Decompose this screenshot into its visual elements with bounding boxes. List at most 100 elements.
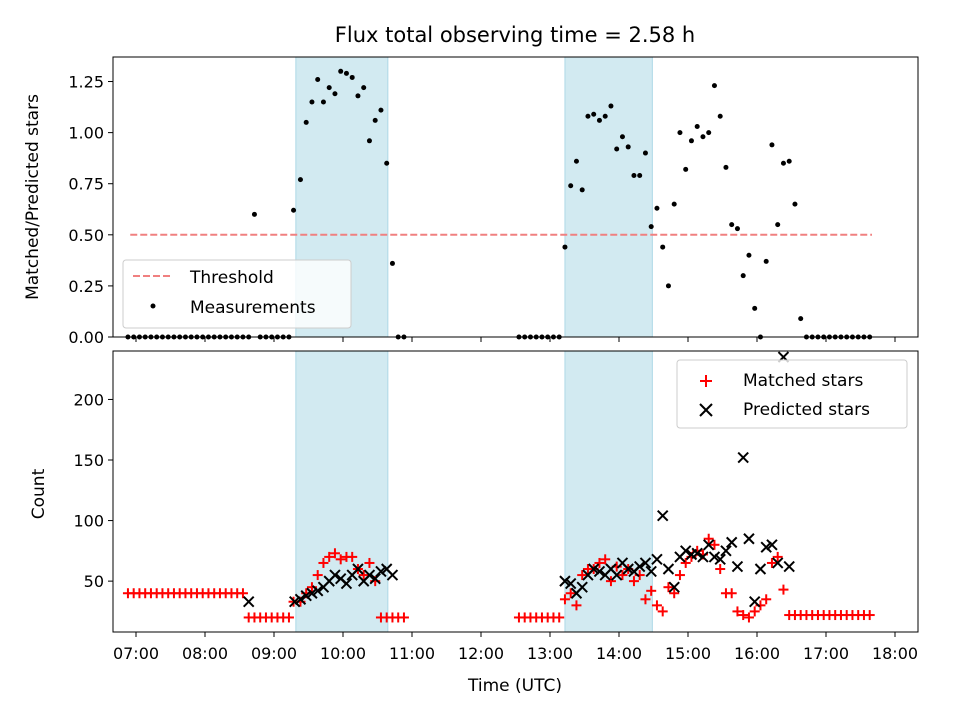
count-x-axis-label: Time (UTC): [467, 676, 562, 696]
measurement-point: [625, 144, 631, 150]
matched-star-point: [715, 564, 726, 575]
predicted-star-point: [576, 581, 588, 593]
predicted-star-stroke-b: [386, 569, 399, 581]
predicted-star-point: [375, 565, 387, 578]
shaded-region-2: [564, 56, 653, 338]
predicted-star-point: [714, 553, 726, 566]
predicted-star-stroke-b: [380, 563, 393, 575]
measurement-point: [332, 91, 338, 97]
measurement-point: [389, 260, 395, 266]
predicted-star-stroke-b: [697, 551, 709, 563]
predicted-star-point: [743, 533, 755, 545]
matched-star-point: [663, 582, 674, 593]
measurement-point: [694, 123, 700, 129]
measurement-point: [769, 142, 775, 148]
measurement-point: [372, 117, 378, 123]
count-axes: 50 100 150 200 07:00 08:00 09:00 10:00 11:00 12:…: [29, 350, 919, 696]
matched-star-point: [772, 551, 783, 562]
predicted-star-point: [702, 539, 715, 551]
predicted-star-point: [369, 572, 381, 585]
measurements-legend-label: Measurements: [190, 298, 316, 318]
predicted-star-stroke-b: [662, 563, 675, 575]
predicted-star-stroke-b: [743, 533, 755, 545]
matched-star-point: [864, 610, 875, 621]
matched-star-point: [364, 557, 375, 568]
predicted-star-point: [725, 536, 738, 549]
measurement-point: [573, 158, 579, 164]
predicted-star-stroke-b: [329, 569, 341, 581]
matched-star-point: [312, 570, 323, 581]
ratio-y-tick-label: 1.25: [68, 73, 104, 92]
matched-star-point: [778, 584, 789, 595]
count-y-axis-label: Count: [29, 468, 49, 519]
count-x-tick-label: 14:00: [596, 644, 642, 663]
measurement-point: [677, 130, 683, 136]
predicted-star-point: [294, 593, 307, 606]
matched-star-point: [766, 557, 777, 568]
predicted-star-point: [731, 560, 744, 573]
measurement-point: [792, 201, 798, 207]
predicted-star-point: [311, 585, 324, 597]
matched-star-point: [761, 594, 772, 605]
shaded-region-2: [564, 350, 653, 633]
predicted-star-stroke-b: [708, 551, 721, 563]
matched-star-point: [651, 600, 662, 611]
matched-star-point: [703, 533, 714, 544]
predicted-star-stroke-b: [720, 545, 732, 557]
predicted-star-stroke-b: [645, 565, 657, 578]
measurement-point: [665, 283, 671, 289]
measurement-point: [251, 211, 257, 217]
count-x-tick-label: 16:00: [734, 644, 780, 663]
matched-star-point: [743, 612, 754, 623]
measurement-point: [648, 224, 654, 230]
predicted-star-stroke-b: [760, 541, 772, 553]
predicted-star-point: [340, 577, 353, 590]
measurement-point: [631, 173, 637, 179]
predicted-star-stroke-b: [605, 563, 617, 575]
measurement-point: [717, 113, 723, 119]
predicted-star-stroke-b: [725, 536, 738, 549]
predicted-star-stroke-b: [651, 553, 663, 566]
predicted-star-stroke-b: [564, 577, 577, 590]
measurement-point: [711, 83, 717, 89]
predicted-star-stroke-b: [766, 539, 778, 551]
count-legend: Matched stars Predicted stars: [676, 359, 908, 429]
predicted-star-stroke-b: [306, 587, 318, 599]
measurement-point: [320, 99, 326, 105]
predicted-star-point: [771, 557, 784, 569]
predicted-star-point: [639, 557, 652, 569]
measurement-point: [596, 117, 602, 123]
measurement-point: [734, 226, 740, 232]
count-x-tick-label: 11:00: [389, 644, 435, 663]
predicted-star-point: [754, 563, 767, 575]
measurement-point: [568, 183, 574, 189]
predicted-star-point: [708, 551, 721, 563]
predicted-star-point: [300, 589, 312, 602]
measurement-point: [700, 134, 706, 140]
measurement-point: [775, 222, 781, 228]
predicted-star-stroke-b: [369, 572, 381, 585]
matched-star-point: [628, 576, 639, 587]
predicted-star-point: [306, 587, 318, 599]
ratio-y-tick-label: 1.00: [68, 124, 104, 143]
measurement-point: [366, 138, 372, 144]
predicted-star-point: [668, 581, 680, 593]
count-x-ticks: 07:00 08:00 09:00 10:00 11:00 12:00 13:00 14:00…: [113, 632, 918, 663]
predicted-star-stroke-b: [340, 577, 353, 590]
predicted-star-stroke-b: [375, 565, 387, 578]
predicted-star-point: [783, 560, 795, 573]
predicted-star-stroke-b: [737, 451, 749, 464]
measurement-point: [562, 244, 568, 250]
measurement-point: [637, 173, 643, 179]
measurement-point: [752, 305, 758, 311]
count-legend-box: [676, 359, 908, 429]
matched-star-point: [237, 588, 248, 599]
predicted-star-stroke-b: [300, 589, 312, 602]
matched-star-point: [559, 594, 570, 605]
matched-star-point: [669, 588, 680, 599]
predicted-star-point: [720, 545, 732, 557]
predicted-star-point: [633, 560, 646, 573]
predicted-star-stroke-b: [616, 557, 629, 569]
predicted-star-stroke-b: [559, 575, 571, 587]
ratio-legend: Threshold Measurements: [122, 259, 352, 329]
